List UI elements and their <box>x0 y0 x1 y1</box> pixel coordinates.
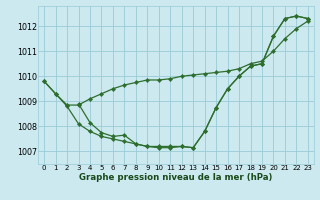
X-axis label: Graphe pression niveau de la mer (hPa): Graphe pression niveau de la mer (hPa) <box>79 173 273 182</box>
